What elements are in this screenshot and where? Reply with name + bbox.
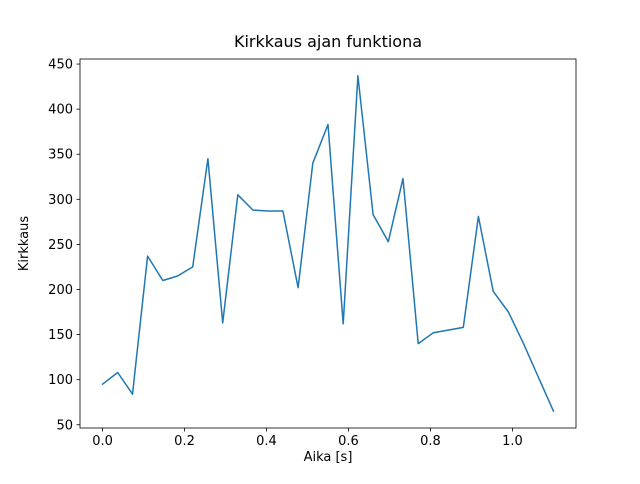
y-tick-label: 250 <box>48 238 73 253</box>
y-tick-label: 350 <box>48 148 73 163</box>
x-tick-label: 0.4 <box>256 434 277 449</box>
x-axis-label: Aika [s] <box>304 450 353 465</box>
y-axis-label: Kirkkaus <box>17 216 32 272</box>
y-tick-label: 400 <box>48 103 73 118</box>
y-tick-label: 50 <box>56 418 73 433</box>
y-tick-label: 150 <box>48 328 73 343</box>
plot-border <box>79 58 577 429</box>
x-tick-label: 0.0 <box>92 434 113 449</box>
y-tick-label: 300 <box>48 193 73 208</box>
x-axis-ticks: 0.0 0.2 0.4 0.6 0.8 1.0 <box>92 428 523 449</box>
x-tick-label: 1.0 <box>502 434 523 449</box>
x-tick-label: 0.2 <box>174 434 195 449</box>
x-tick-label: 0.8 <box>420 434 441 449</box>
data-line <box>101 75 555 412</box>
x-tick-label: 0.6 <box>338 434 359 449</box>
y-tick-label: 200 <box>48 283 73 298</box>
y-tick-label: 100 <box>48 373 73 388</box>
y-axis-ticks: 50 100 150 200 250 300 350 400 450 <box>48 58 80 433</box>
y-tick-label: 450 <box>48 58 73 73</box>
chart-title: Kirkkaus ajan funktiona <box>234 32 422 51</box>
